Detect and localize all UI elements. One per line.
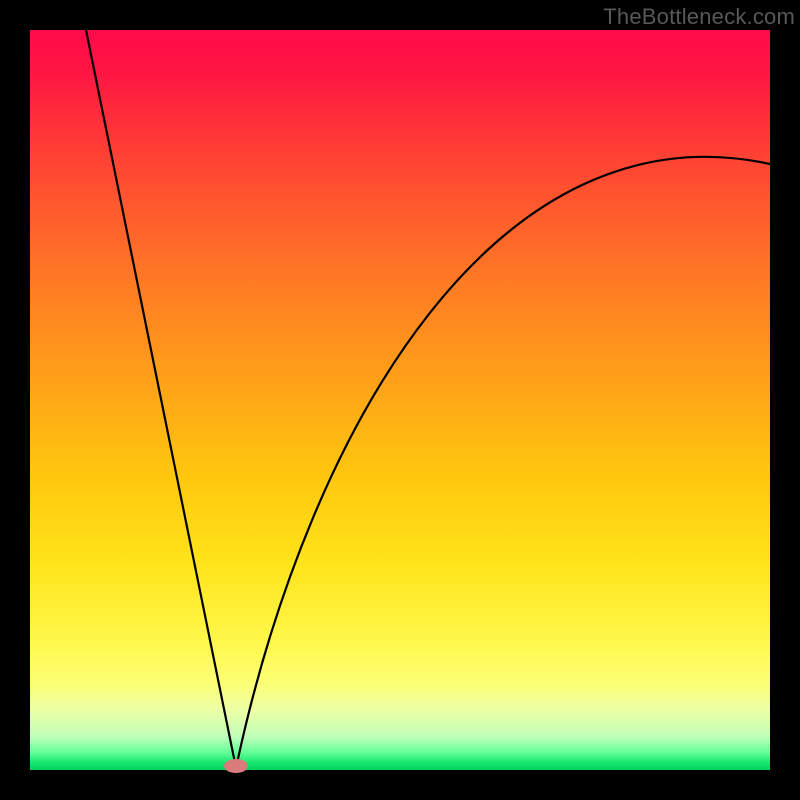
watermark-text: TheBottleneck.com [603, 4, 795, 30]
bottleneck-curve [0, 0, 800, 800]
chart-root: TheBottleneck.com [0, 0, 800, 800]
optimal-marker [222, 752, 250, 780]
